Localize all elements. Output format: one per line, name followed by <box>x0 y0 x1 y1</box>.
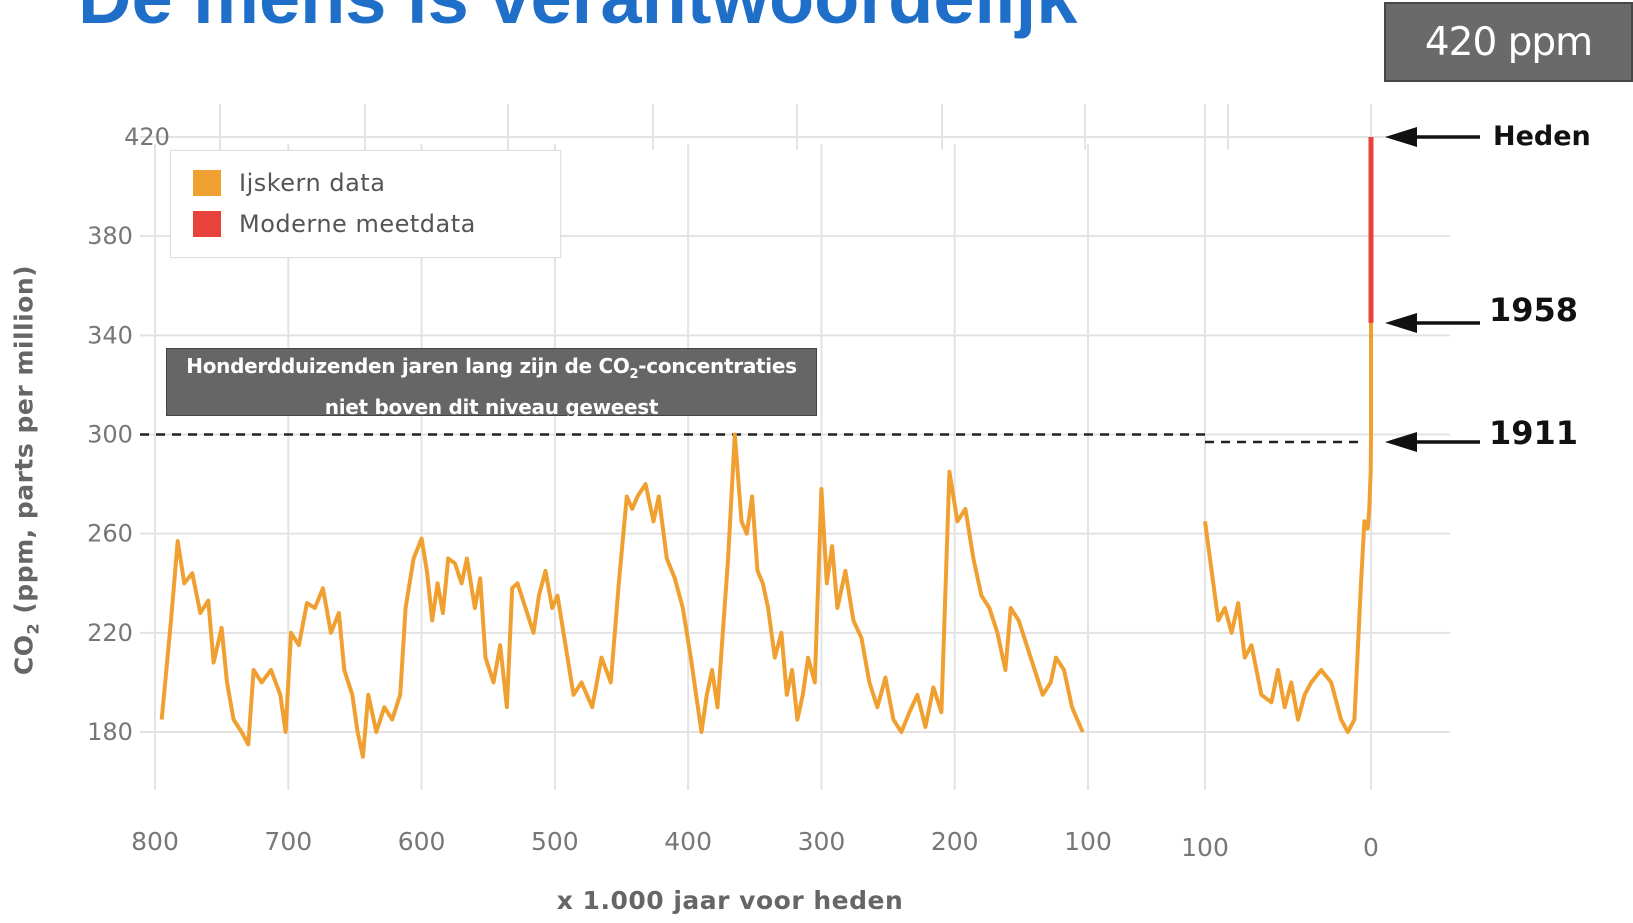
series-line-ijskern-recent <box>1203 322 1373 734</box>
y-axis-label: CO2 (ppm, parts per million) <box>10 265 43 675</box>
x-tick-label: 300 <box>798 827 846 856</box>
legend-label-modern: Moderne meetdata <box>239 210 476 238</box>
series-line-ijskern <box>159 432 1085 759</box>
callout-line1-sub: 2 <box>629 367 639 382</box>
y-tick-label: 220 <box>87 619 133 647</box>
threshold-line <box>140 433 1365 444</box>
annotation-1958: 1958 <box>1489 291 1579 329</box>
arrow-head <box>1385 127 1417 147</box>
x-tick-label: 100 <box>1064 827 1112 856</box>
legend-label-ijskern: Ijskern data <box>239 169 386 197</box>
x-tick-label: 700 <box>264 827 312 856</box>
x-tick-label: 100 <box>1181 833 1229 862</box>
page-title: De mens is verantwoordelijk <box>78 0 1077 40</box>
y-tick-label: 180 <box>87 718 133 746</box>
x-tick-label: 200 <box>931 827 979 856</box>
annotation-arrows <box>1385 127 1480 452</box>
x-tick-label: 500 <box>531 827 579 856</box>
y-tick-label: 380 <box>87 222 133 250</box>
legend-item-modern: Moderne meetdata <box>193 210 476 238</box>
legend-item-ijskern: Ijskern data <box>193 169 385 197</box>
x-tick-label: 0 <box>1363 833 1379 862</box>
y-tick-label: 260 <box>87 520 133 548</box>
callout-line1-post: -concentraties <box>638 354 797 378</box>
threshold-callout: Honderdduizenden jaren lang zijn de CO2-… <box>166 348 817 419</box>
arrow-head <box>1385 431 1417 452</box>
y-tick-label: 300 <box>87 421 133 449</box>
annotation-heden: Heden <box>1493 121 1591 152</box>
ylabel-pre: CO <box>9 634 39 676</box>
ylabel-sub: 2 <box>23 622 43 635</box>
x-tick-label: 400 <box>664 827 712 856</box>
x-tick-label: 800 <box>131 827 179 856</box>
arrow-head <box>1385 312 1417 333</box>
legend-swatch-ijskern <box>193 170 221 196</box>
y-tick-labels: 420 380 340 300 260 220 180 <box>87 123 170 746</box>
ylabel-post: (ppm, parts per million) <box>9 264 39 623</box>
x-tick-label: 600 <box>398 827 446 856</box>
annotation-1911: 1911 <box>1489 414 1579 452</box>
chart-legend: Ijskern data Moderne meetdata <box>170 150 561 258</box>
callout-line1-pre: Honderdduizenden jaren lang zijn de CO <box>186 354 630 378</box>
x-tick-labels: 800 700 600 500 400 300 200 100 100 0 <box>131 827 1379 862</box>
callout-line2: niet boven dit niveau geweest <box>324 395 659 419</box>
series-lines <box>159 137 1374 759</box>
ppm-badge: 420 ppm <box>1384 2 1633 82</box>
y-tick-label: 340 <box>87 321 133 349</box>
legend-swatch-modern <box>193 211 221 237</box>
y-tick-label: 420 <box>124 123 170 151</box>
x-axis-label: x 1.000 jaar voor heden <box>556 886 904 915</box>
